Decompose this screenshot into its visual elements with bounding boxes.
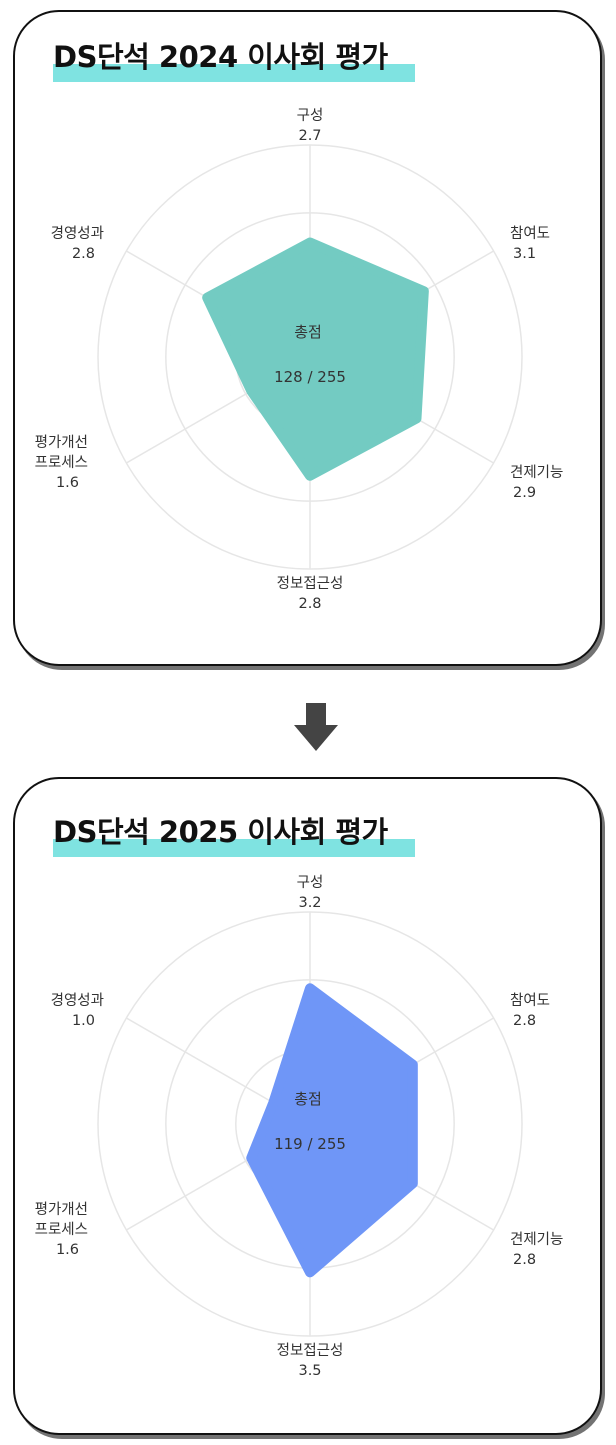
radar-data-point [206,296,209,299]
axis-value-label: 2.8 [513,1252,536,1268]
radar-data-point [272,1101,275,1104]
radar-data-point [411,1063,414,1066]
axis-category-label: 참여도 [510,225,550,242]
radar-data-point [250,389,253,392]
axis-category-label: 경영성과 [51,225,104,242]
radar-data-point [309,241,311,244]
chart-title-2024: DS단석 2024 이사회 평가 [53,40,388,74]
axis-value-label: 2.9 [513,485,536,501]
radar-chart-2024: 총점 128 / 255 구성 2.7 참여도 3.1 견제기능 2.9 정보접근성 2.8 평가개… [35,107,564,612]
radar-data-point [250,1156,253,1159]
axis-category-label: 경영성과 [51,992,104,1009]
chart-card-2025: DS단석 2025 이사회 평가 총점 119 / 255 구성 3.2 참여도 2.8 견… [13,777,602,1435]
center-label: 총점 [294,323,322,341]
axis-category-label: 정보접근성 [277,575,344,592]
chart-title-2025: DS단석 2025 이사회 평가 [53,815,388,849]
radar-data-point [422,290,425,293]
axis-category-label: 평가개선 [35,1201,88,1218]
axis-value-label: 3.5 [298,1363,321,1379]
axis-value-label: 1.0 [72,1013,95,1029]
axis-value-label: 2.8 [298,596,321,612]
radar-data-point [415,417,418,420]
axis-category-label: 구성 [297,874,324,891]
radar-data-point [309,1271,311,1274]
center-value: 128 / 255 [274,368,346,386]
center-label: 총점 [294,1090,322,1108]
radar-data-point [411,1182,414,1185]
axis-category-label: 견제기능 [510,464,563,481]
radar-series-area [202,237,429,481]
down-arrow-icon [294,703,338,751]
radar-chart-2025: 총점 119 / 255 구성 3.2 참여도 2.8 견제기능 2.8 정보접근성 3.5 평가개… [35,874,564,1379]
center-value: 119 / 255 [274,1135,346,1153]
axis-value-label: 3.2 [298,895,321,911]
title-highlight [53,64,415,82]
axis-category-label: 참여도 [510,992,550,1009]
radar-series-area [246,983,418,1278]
axis-value-label: 1.6 [56,1242,79,1258]
axis-category-label: 정보접근성 [277,1342,344,1359]
axis-category-label: 평가개선 [35,434,88,451]
axis-value-label: 2.8 [72,246,95,262]
radar-data-point [309,474,311,477]
radar-data-point [309,987,311,990]
axis-value-label: 1.6 [56,475,79,491]
axis-category-label: 구성 [297,107,324,124]
axis-value-label: 2.8 [513,1013,536,1029]
axis-category-label: 프로세스 [35,1221,88,1238]
axis-value-label: 3.1 [513,246,536,262]
axis-category-label: 프로세스 [35,454,88,471]
title-highlight [53,839,415,857]
chart-title-2024-wrap: DS단석 2024 이사회 평가 [53,34,415,82]
chart-title-2025-wrap: DS단석 2025 이사회 평가 [53,809,415,857]
chart-card-2024: DS단석 2024 이사회 평가 총점 128 / 255 구성 2.7 참여도 3.1 견… [13,10,602,666]
axis-value-label: 2.7 [298,128,321,144]
axis-category-label: 견제기능 [510,1231,563,1248]
